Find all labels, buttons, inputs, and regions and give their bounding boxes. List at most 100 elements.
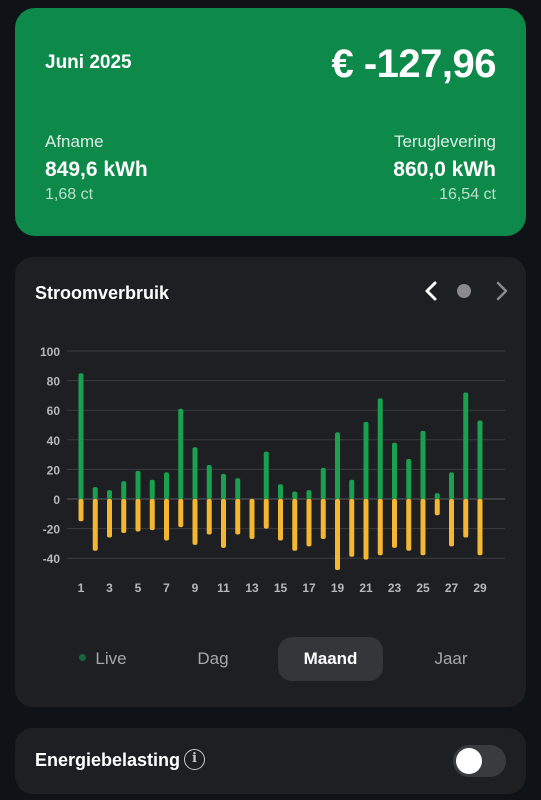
import-bar — [477, 420, 483, 499]
export-bar — [78, 499, 84, 522]
energy-tax-label: Energiebelasting — [35, 750, 181, 770]
import-bar — [406, 459, 412, 499]
export-bar — [335, 499, 340, 571]
import-bar — [178, 408, 184, 499]
export-bar — [377, 499, 383, 556]
export-bar — [434, 499, 440, 516]
import-bar — [335, 432, 340, 499]
import-bar — [164, 472, 169, 499]
export-bar — [121, 499, 127, 534]
export-bar — [221, 499, 226, 548]
export-bar — [263, 499, 269, 529]
import-bar — [206, 464, 212, 499]
import-bar — [363, 422, 369, 499]
teruglevering-price: 16,54 ct — [439, 186, 496, 203]
import-bar — [377, 398, 383, 499]
teruglevering-value: 860,0 kWh — [393, 158, 496, 181]
month-label: Juni 2025 — [45, 52, 132, 73]
export-bar — [292, 499, 298, 551]
energy-tax-toggle[interactable] — [453, 745, 506, 777]
tab-jaar[interactable]: Jaar — [434, 649, 468, 668]
x-tick-label: 15 — [274, 581, 288, 595]
tab-maand[interactable]: Maand — [278, 637, 383, 681]
export-bar — [278, 499, 283, 541]
import-bar — [320, 467, 326, 499]
export-bar — [235, 499, 241, 535]
afname-label: Afname — [45, 132, 104, 151]
x-tick-label: 13 — [245, 581, 259, 595]
import-bar — [135, 470, 141, 499]
import-bar — [263, 451, 269, 499]
summary-card: Juni 2025 € -127,96 Afname 849,6 kWh 1,6… — [15, 8, 526, 236]
import-bar — [463, 392, 469, 499]
chevron-right-icon[interactable] — [489, 277, 513, 305]
import-bar — [107, 490, 112, 499]
import-bar — [78, 373, 84, 499]
import-bar — [121, 481, 127, 499]
chevron-left-icon[interactable] — [420, 277, 444, 305]
export-bar — [406, 499, 412, 551]
x-tick-label: 29 — [473, 581, 487, 595]
x-tick-label: 17 — [302, 581, 316, 595]
x-tick-label: 1 — [78, 581, 85, 595]
y-tick-label: 100 — [40, 345, 60, 359]
x-tick-label: 25 — [416, 581, 430, 595]
y-tick-label: -20 — [43, 523, 61, 537]
y-tick-label: 60 — [47, 404, 61, 418]
import-bar — [192, 447, 198, 499]
export-bar — [92, 499, 98, 551]
afname-price: 1,68 ct — [45, 186, 94, 203]
y-tick-label: 20 — [47, 463, 61, 477]
import-bar — [149, 479, 155, 499]
chart-card: Stroomverbruik 100 80 60 40 20 0 -20 -40 1 3 5 7 9 11… — [15, 257, 526, 707]
import-bar — [392, 442, 397, 499]
x-tick-label: 5 — [135, 581, 142, 595]
page-indicator-dot — [457, 284, 471, 298]
import-bar — [92, 487, 98, 499]
export-bar — [463, 499, 469, 538]
x-tick-label: 7 — [163, 581, 170, 595]
toggle-knob — [456, 748, 482, 774]
export-bar — [392, 499, 397, 548]
x-tick-label: 3 — [106, 581, 113, 595]
export-bar — [164, 499, 169, 541]
tab-live-label: Live — [95, 649, 127, 668]
export-bar — [449, 499, 454, 547]
energy-tax-card: Energiebelasting i — [15, 728, 526, 794]
x-tick-label: 21 — [359, 581, 373, 595]
export-bar — [249, 499, 255, 539]
teruglevering-label: Teruglevering — [393, 132, 496, 151]
x-tick-label: 11 — [217, 581, 230, 595]
y-tick-label: -40 — [43, 552, 61, 566]
import-bar — [306, 490, 312, 499]
live-dot-icon — [79, 654, 87, 662]
export-bar — [149, 499, 155, 531]
export-bar — [420, 499, 426, 556]
import-bar — [221, 473, 226, 499]
export-bar — [178, 499, 184, 528]
info-icon[interactable]: i — [184, 749, 205, 770]
y-tick-label: 0 — [53, 493, 60, 507]
y-tick-label: 80 — [47, 375, 61, 389]
import-bar — [235, 478, 241, 499]
tab-dag[interactable]: Dag — [197, 649, 229, 668]
import-bar — [349, 479, 355, 499]
import-bar — [434, 493, 440, 499]
period-tabs: Live Dag Maand Jaar — [15, 637, 526, 681]
export-bar — [206, 499, 212, 535]
x-tick-label: 27 — [445, 581, 459, 595]
x-tick-label: 19 — [331, 581, 345, 595]
export-bar — [192, 499, 198, 545]
export-bar — [306, 499, 312, 547]
export-bar — [477, 499, 483, 556]
afname-value: 849,6 kWh — [45, 158, 148, 181]
x-tick-label: 23 — [388, 581, 402, 595]
x-tick-label: 9 — [192, 581, 199, 595]
tab-live[interactable]: Live — [63, 637, 143, 681]
export-bar — [107, 499, 112, 538]
import-bar — [278, 484, 283, 499]
export-bar — [135, 499, 141, 532]
total-amount: € -127,96 — [331, 42, 496, 86]
import-bar — [449, 472, 454, 499]
